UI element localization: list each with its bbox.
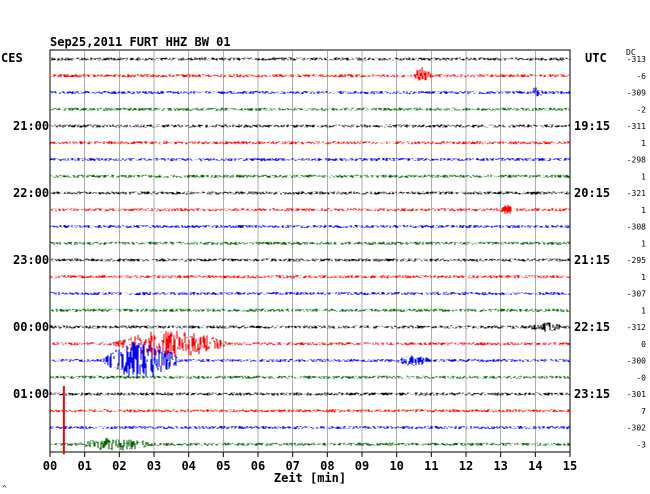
left-time-labels: 21:00 22:00 23:00 00:00 01:00 (13, 119, 49, 401)
dc-offset-value: 1 (641, 273, 646, 282)
dc-offset-value: -309 (627, 89, 646, 98)
trace-row (49, 191, 571, 195)
dc-offset-labels: -313-6-309-2-3111-2981-3211-3081-2951-30… (627, 55, 646, 449)
dc-offset-value: -308 (627, 223, 646, 232)
x-tick-label: 14 (528, 459, 542, 473)
dc-offset-value: -6 (636, 72, 646, 81)
trace-row (49, 157, 571, 162)
trace-row (49, 174, 571, 178)
trace-row (49, 409, 571, 413)
trace-row (49, 258, 571, 262)
x-tick-label: 15 (563, 459, 577, 473)
trace-row (49, 275, 571, 279)
trace-row (49, 141, 571, 145)
x-tick-label: 08 (320, 459, 334, 473)
x-tick-label: 04 (181, 459, 195, 473)
x-tick-label: 02 (112, 459, 126, 473)
plot-frame (49, 49, 571, 453)
left-time-label: 00:00 (13, 320, 49, 334)
right-axis-label: UTC (585, 51, 607, 65)
dc-offset-value: 1 (641, 139, 646, 148)
dc-offset-value: -298 (627, 156, 646, 165)
x-tick-label: 01 (77, 459, 91, 473)
traces (49, 57, 571, 455)
right-time-label: 19:15 (574, 119, 610, 133)
dc-offset-value: -321 (627, 189, 646, 198)
right-time-label: 20:15 (574, 186, 610, 200)
trace-row (49, 67, 571, 81)
dc-offset-value: -300 (627, 357, 646, 366)
right-time-label: 21:15 (574, 253, 610, 267)
left-time-label: 22:00 (13, 186, 49, 200)
trace-row (49, 375, 571, 379)
trace-row (49, 342, 571, 379)
dc-offset-value: 1 (641, 206, 646, 215)
trace-row (49, 437, 571, 451)
x-tick-label: 11 (424, 459, 438, 473)
trace-row (49, 308, 571, 312)
dc-offset-value: -312 (627, 323, 646, 332)
x-tick-label: 12 (459, 459, 473, 473)
right-time-label: 23:15 (574, 387, 610, 401)
dc-offset-value: -295 (627, 256, 646, 265)
trace-row (49, 322, 571, 332)
dc-offset-value: -311 (627, 122, 646, 131)
chart-title: Sep25,2011 FURT HHZ BW 01 (50, 35, 231, 49)
dc-offset-value: 7 (641, 407, 646, 416)
left-time-label: 23:00 (13, 253, 49, 267)
x-tick-label: 03 (147, 459, 161, 473)
x-tick-label: 10 (389, 459, 403, 473)
trace-row (49, 87, 571, 97)
dc-offset-value: -2 (636, 105, 646, 114)
dc-offset-value: -307 (627, 290, 646, 299)
left-time-label: 21:00 (13, 119, 49, 133)
x-tick-label: 13 (493, 459, 507, 473)
x-tick-label: 05 (216, 459, 230, 473)
right-time-labels: 19:15 20:15 21:15 22:15 23:15 (574, 119, 610, 401)
x-tick-label: 06 (251, 459, 265, 473)
trace-row (49, 392, 571, 396)
trace-row (49, 57, 571, 61)
dc-offset-value: -3 (636, 440, 646, 449)
trace-row (49, 291, 571, 296)
x-tick-labels: 00 01 02 03 04 05 06 07 08 09 10 11 12 13 14 15 (43, 459, 577, 473)
left-axis-label: CES (1, 51, 23, 65)
trace-row (49, 204, 571, 214)
dc-offset-value: -301 (627, 390, 646, 399)
x-axis-label: Zeit [min] (274, 471, 346, 485)
left-time-label: 01:00 (13, 387, 49, 401)
dc-offset-value: 1 (641, 239, 646, 248)
x-tick-label: 09 (355, 459, 369, 473)
trace-row (49, 241, 571, 245)
trace-row (49, 425, 571, 430)
trace-row (49, 124, 571, 128)
grid-lines (49, 49, 571, 457)
right-time-label: 22:15 (574, 320, 610, 334)
x-tick-label: 00 (43, 459, 57, 473)
trace-row (49, 107, 571, 111)
dc-offset-value: -302 (627, 424, 646, 433)
dc-label: DC (626, 48, 636, 57)
footer-mark: ^ (2, 484, 7, 493)
dc-offset-value: 0 (641, 340, 646, 349)
trace-row (49, 224, 570, 229)
dc-offset-value: -313 (627, 55, 646, 64)
x-tick-label: 07 (285, 459, 299, 473)
dc-offset-value: -0 (636, 373, 646, 382)
dc-offset-value: 1 (641, 306, 646, 315)
dc-offset-value: 1 (641, 172, 646, 181)
